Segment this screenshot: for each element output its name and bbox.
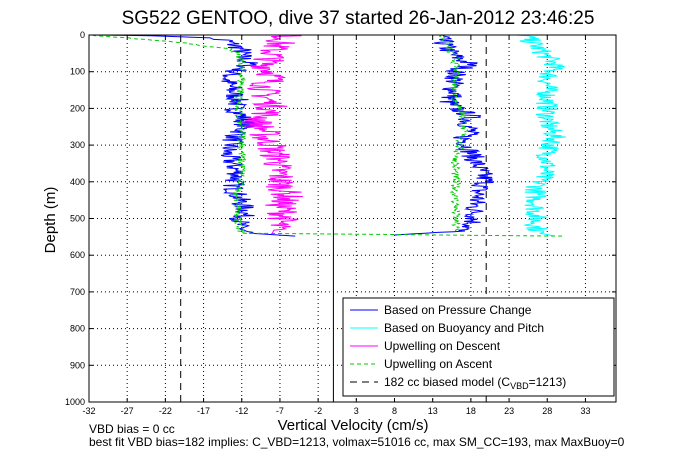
legend: Based on Pressure Change Based on Buoyan…	[342, 297, 615, 397]
y-tick-label: 400	[70, 177, 85, 187]
x-tick-label: 3	[354, 406, 359, 416]
x-tick-label: -17	[197, 406, 210, 416]
legend-box	[342, 297, 615, 397]
y-tick-label: 700	[70, 287, 85, 297]
x-tick-label: 33	[580, 406, 590, 416]
x-tick-label: 28	[542, 406, 552, 416]
legend-swatches	[350, 309, 378, 383]
y-tick-label: 1000	[65, 397, 85, 407]
x-tick-label: 13	[428, 406, 438, 416]
y-tick-label: 500	[70, 214, 85, 224]
x-tick-label: -22	[159, 406, 172, 416]
x-tick-label: 18	[466, 406, 476, 416]
legend-entry-upwelling-ascent: Upwelling on Ascent	[384, 357, 493, 371]
y-axis-ticks: 0 100 200 300 400 500 600 700 800 900 1000	[65, 30, 616, 407]
x-axis-ticks: -32 -27 -22 -17 -12 -7 -2 3 8 13 18 23 28 33	[82, 35, 590, 416]
y-tick-label: 300	[70, 140, 85, 150]
y-tick-label: 200	[70, 103, 85, 113]
y-tick-label: 900	[70, 360, 85, 370]
x-tick-label: -32	[82, 406, 95, 416]
x-tick-label: -2	[314, 406, 322, 416]
x-tick-label: -27	[121, 406, 134, 416]
legend-entry-pressure-change: Based on Pressure Change	[384, 303, 532, 317]
legend-entry-buoyancy-pitch: Based on Buoyancy and Pitch	[384, 321, 544, 335]
x-tick-label: 8	[392, 406, 397, 416]
vbd-bias-note: VBD bias = 0 cc	[89, 422, 175, 436]
x-axis-label: Vertical Velocity (cm/s)	[278, 417, 429, 434]
y-tick-label: 600	[70, 250, 85, 260]
x-tick-label: -12	[235, 406, 248, 416]
best-fit-note: best fit VBD bias=182 implies: C_VBD=121…	[89, 435, 625, 449]
legend-entry-upwelling-descent: Upwelling on Descent	[384, 339, 501, 353]
y-tick-label: 100	[70, 67, 85, 77]
series-line-3	[92, 34, 563, 237]
chart-title: SG522 GENTOO, dive 37 started 26-Jan-201…	[122, 8, 595, 29]
series-line-3	[438, 34, 469, 234]
x-tick-label: 23	[504, 406, 514, 416]
series-line-2	[240, 34, 303, 234]
series-line-1	[515, 34, 566, 237]
series-line-0	[394, 34, 494, 236]
y-tick-label: 800	[70, 324, 85, 334]
x-tick-label: -7	[276, 406, 284, 416]
series-line-0	[92, 34, 296, 237]
y-axis-label: Depth (m)	[42, 187, 59, 254]
y-tick-label: 0	[80, 30, 85, 40]
legend-entry-biased-model: 182 cc biased model (CVBD=1213)	[384, 375, 566, 391]
plot-lines	[92, 34, 566, 402]
